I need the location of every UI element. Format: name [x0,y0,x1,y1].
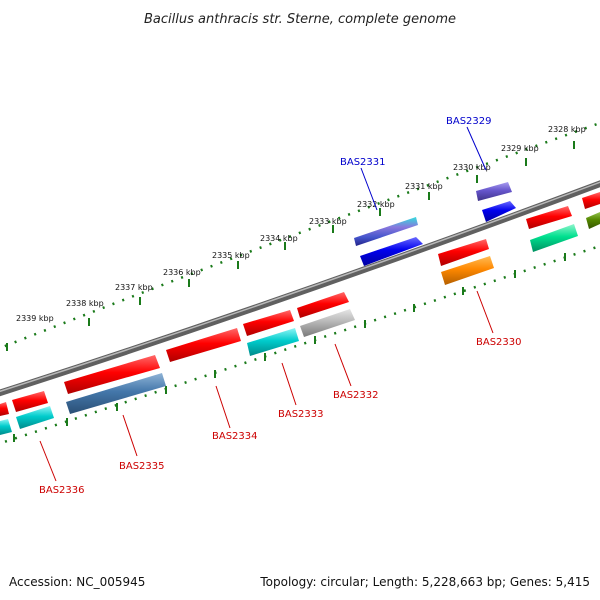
inner-scale-ring [0,244,600,445]
feature-red-2332a[interactable] [297,292,349,318]
tick-label-2338: 2338 kbp [66,299,104,308]
outer-scale-ring [0,121,600,351]
gene-label-bas2331[interactable]: BAS2331 [340,157,386,168]
feature-red-right[interactable] [526,206,572,229]
feature-olive-edge[interactable] [586,212,600,229]
feature-bas2329[interactable] [476,182,512,201]
callout-lines [39,126,494,482]
feature-red-2335a[interactable] [64,355,160,394]
tick-label-2330: 2330 kbp [453,163,491,172]
gene-label-bas2330[interactable]: BAS2330 [476,337,522,348]
feature-bas2332[interactable] [300,309,355,337]
feature-blue-2329b[interactable] [482,201,516,222]
outer-feature-track[interactable] [354,182,600,266]
gene-label-bas2329[interactable]: BAS2329 [446,116,492,127]
tick-label-2328: 2328 kbp [548,125,586,134]
tick-label-2331: 2331 kbp [405,182,443,191]
tick-label-2337: 2337 kbp [115,283,153,292]
feature-red-2333a[interactable] [243,310,294,336]
feature-bas2330-red[interactable] [438,239,489,266]
feature-cyan-edge-left[interactable] [0,419,12,435]
feature-bas2330[interactable] [441,256,494,285]
feature-bas2336[interactable] [16,406,54,429]
feature-bas2334[interactable] [166,328,241,362]
feature-red-edge[interactable] [582,192,600,209]
gene-label-bas2334[interactable]: BAS2334 [212,431,258,442]
feature-red-2336a[interactable] [12,391,48,412]
tick-labels: 2328 kbp 2329 kbp 2330 kbp 2331 kbp 2332… [16,125,586,323]
tick-label-2336: 2336 kbp [163,268,201,277]
tick-label-2329: 2329 kbp [501,144,539,153]
feature-bas2331[interactable] [354,217,418,246]
feature-blue-2331b[interactable] [360,237,423,266]
gene-label-bas2332[interactable]: BAS2332 [333,390,379,401]
tick-label-2332: 2332 kbp [357,200,395,209]
feature-bas2335[interactable] [66,373,166,414]
gene-label-bas2333[interactable]: BAS2333 [278,409,324,420]
tick-label-2333: 2333 kbp [309,217,347,226]
accession-text: Accession: NC_005945 [9,575,145,589]
genome-backbone [0,180,600,397]
tick-label-2339: 2339 kbp [16,314,54,323]
feature-green-right[interactable] [530,224,578,252]
topology-summary-text: Topology: circular; Length: 5,228,663 bp… [259,575,590,589]
tick-label-2334: 2334 kbp [260,234,298,243]
tick-label-2335: 2335 kbp [212,251,250,260]
gene-label-bas2335[interactable]: BAS2335 [119,461,165,472]
gene-label-bas2336[interactable]: BAS2336 [39,485,85,496]
feature-bas2333[interactable] [247,328,299,356]
feature-red-edge-left[interactable] [0,402,9,416]
map-title: Bacillus anthracis str. Sterne, complete… [144,12,456,27]
inner-feature-track[interactable] [0,239,494,435]
gene-labels: BAS2329 BAS2331 BAS2330 BAS2332 BAS2333 … [39,116,522,496]
